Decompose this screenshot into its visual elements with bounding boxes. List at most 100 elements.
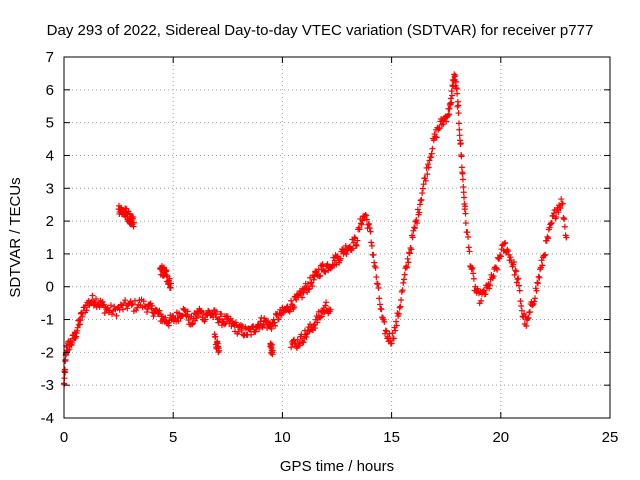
data-point xyxy=(455,120,462,127)
data-point xyxy=(375,284,382,291)
data-point xyxy=(213,308,220,315)
data-point xyxy=(382,327,389,334)
data-point xyxy=(462,220,469,227)
y-tick-label: 1 xyxy=(46,246,54,263)
data-point xyxy=(561,216,568,223)
series-p777-main xyxy=(61,71,570,388)
data-point xyxy=(300,339,307,346)
data-point xyxy=(111,303,118,310)
x-tick-label: 0 xyxy=(60,429,68,446)
data-point xyxy=(546,224,553,231)
data-point xyxy=(185,317,192,324)
data-point xyxy=(248,331,255,338)
x-tick-label: 25 xyxy=(602,429,619,446)
data-point xyxy=(250,323,257,330)
data-point xyxy=(403,263,410,270)
data-point xyxy=(165,322,172,329)
data-point xyxy=(140,298,147,305)
data-point xyxy=(558,196,565,203)
data-point xyxy=(428,150,435,157)
data-point xyxy=(459,176,466,183)
data-point xyxy=(268,341,275,348)
data-point xyxy=(149,302,156,309)
data-point xyxy=(122,297,129,304)
data-point xyxy=(457,140,464,147)
data-point xyxy=(392,327,399,334)
data-point xyxy=(366,220,373,227)
data-point xyxy=(539,262,546,269)
y-tick-label: 7 xyxy=(46,49,54,66)
data-point xyxy=(466,248,473,255)
x-tick-label: 10 xyxy=(274,429,291,446)
data-point xyxy=(175,318,182,325)
data-point xyxy=(555,209,562,216)
data-point xyxy=(529,301,536,308)
data-point xyxy=(469,264,476,271)
data-point xyxy=(74,324,81,331)
data-point xyxy=(446,111,453,118)
data-point xyxy=(515,275,522,282)
data-point xyxy=(124,305,131,312)
data-point xyxy=(461,194,468,201)
data-point xyxy=(130,214,137,221)
data-point xyxy=(376,301,383,308)
data-point xyxy=(238,327,245,334)
data-point xyxy=(486,285,493,292)
data-point xyxy=(202,316,209,323)
data-point xyxy=(89,292,96,299)
data-point xyxy=(412,218,419,225)
data-point xyxy=(416,201,423,208)
data-point xyxy=(563,234,570,241)
data-point xyxy=(365,221,372,228)
data-point xyxy=(494,266,501,273)
data-point xyxy=(545,235,552,242)
data-point xyxy=(427,154,434,161)
data-point xyxy=(168,280,175,287)
data-point xyxy=(288,344,295,351)
series-p777-short-arc-d xyxy=(211,331,223,356)
data-point xyxy=(561,223,568,230)
data-point xyxy=(93,296,100,303)
data-point xyxy=(430,137,437,144)
data-point xyxy=(77,317,84,324)
data-point xyxy=(411,225,418,232)
data-point xyxy=(512,267,519,274)
data-point xyxy=(462,203,469,210)
data-point xyxy=(536,274,543,281)
data-point xyxy=(130,219,137,226)
series-p777-short-arc-a xyxy=(115,202,137,230)
data-point xyxy=(465,244,472,251)
data-point xyxy=(401,271,408,278)
data-point xyxy=(433,134,440,141)
data-point xyxy=(323,299,330,306)
data-point xyxy=(366,224,373,231)
data-point xyxy=(400,279,407,286)
data-point xyxy=(294,336,301,343)
data-point xyxy=(299,294,306,301)
data-point xyxy=(460,189,467,196)
data-point xyxy=(429,145,436,152)
data-point xyxy=(134,304,141,311)
data-point xyxy=(222,320,229,327)
data-point xyxy=(532,295,539,302)
data-point xyxy=(353,242,360,249)
data-point xyxy=(113,312,120,319)
data-point xyxy=(368,239,375,246)
data-point xyxy=(514,276,521,283)
data-point xyxy=(359,217,366,224)
data-point xyxy=(449,92,456,99)
data-point xyxy=(368,242,375,249)
data-point xyxy=(523,322,530,329)
data-point xyxy=(256,325,263,332)
data-point xyxy=(425,164,432,171)
data-point xyxy=(128,302,135,309)
data-point xyxy=(547,221,554,228)
data-point xyxy=(550,210,557,217)
data-point xyxy=(337,255,344,262)
data-point xyxy=(194,312,201,319)
data-point xyxy=(517,298,524,305)
data-point xyxy=(399,287,406,294)
data-point xyxy=(374,280,381,287)
data-point xyxy=(395,310,402,317)
data-point xyxy=(456,132,463,139)
